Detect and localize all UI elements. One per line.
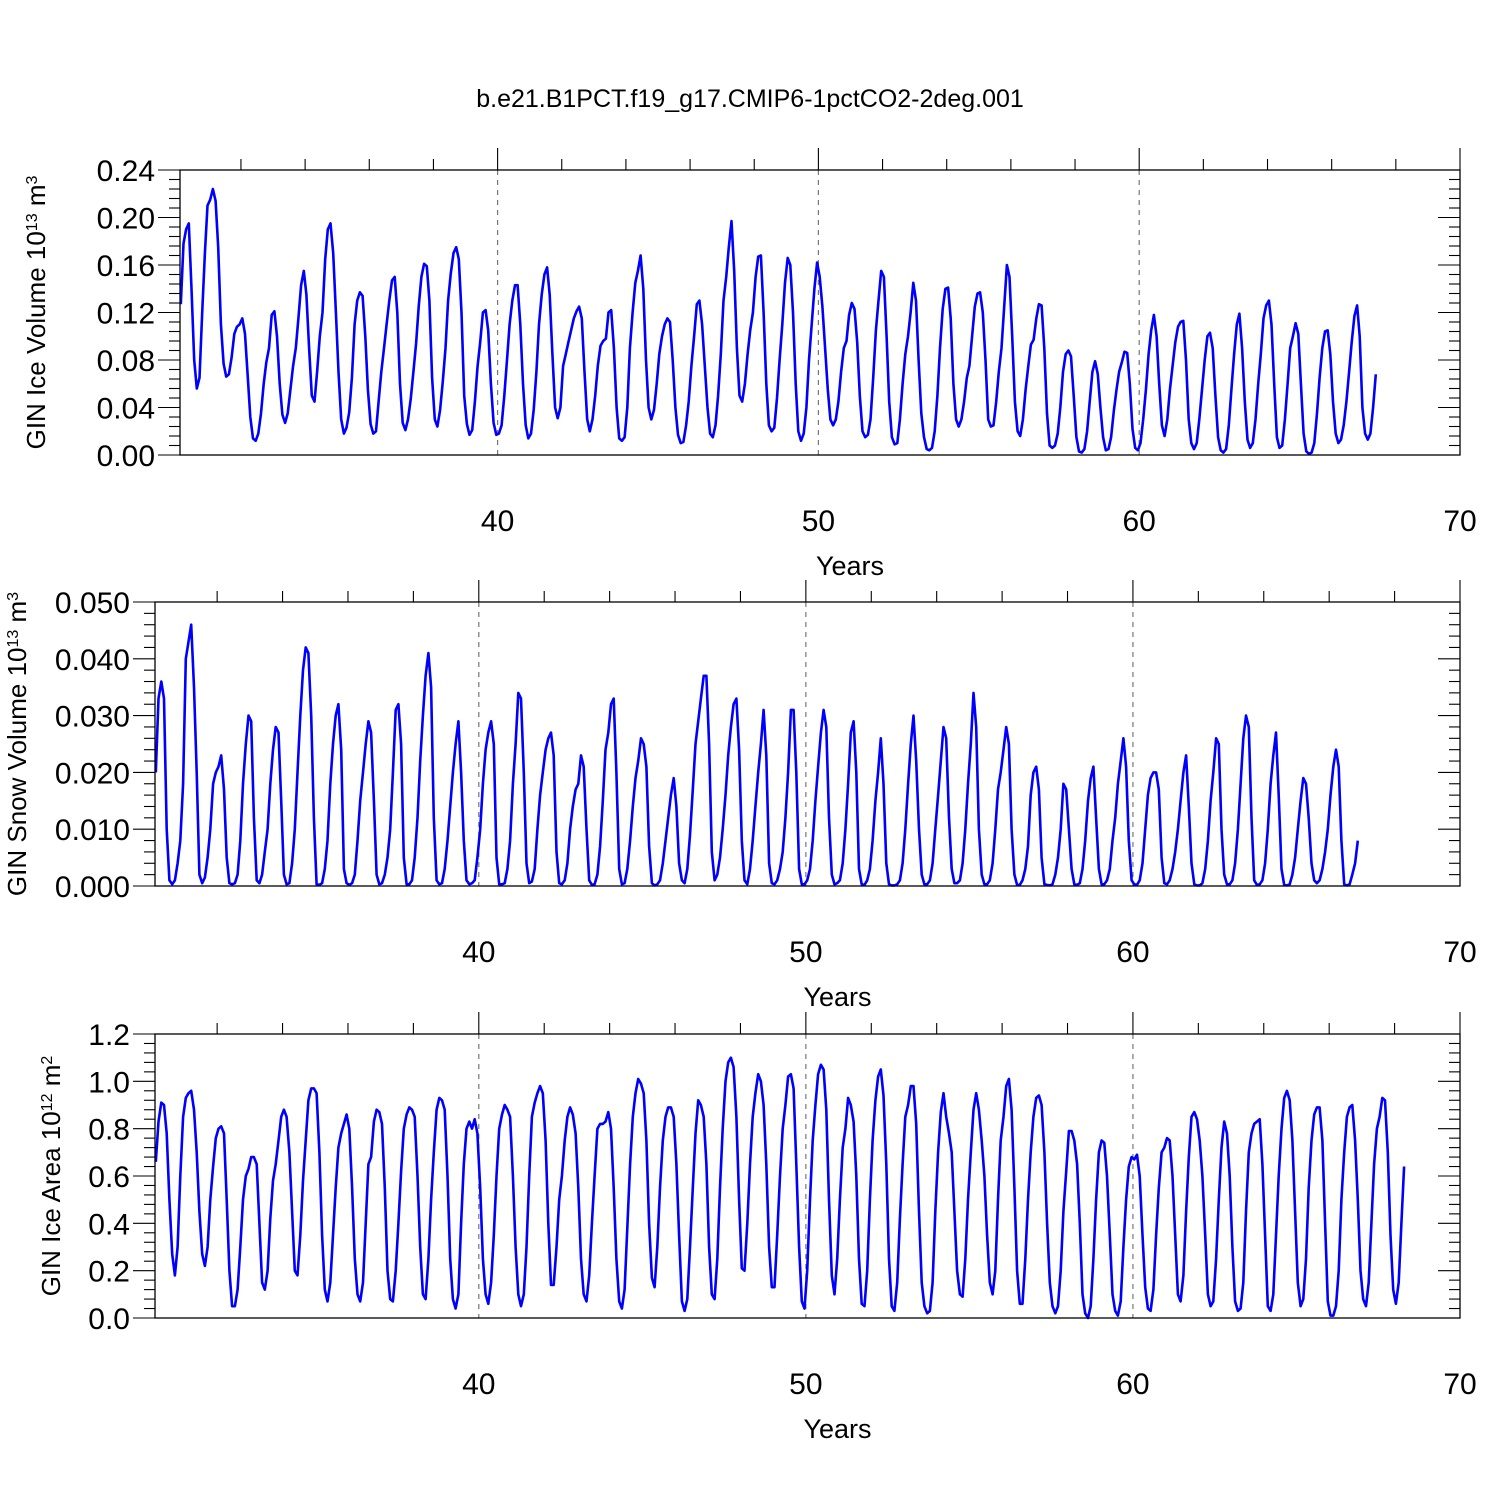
series-line [154, 1056, 1406, 1320]
y-tick-label: 0.040 [55, 644, 130, 677]
y-tick-label: 0.6 [88, 1161, 130, 1194]
y-tick-label: 0.20 [97, 203, 155, 236]
y-tick-label: 0.12 [97, 298, 155, 331]
y-tick-label: 0.08 [97, 345, 155, 378]
y-label-unit-exponent: 3 [24, 175, 41, 184]
x-tick-label: 50 [789, 1368, 822, 1401]
y-tick-label: 0.020 [55, 757, 130, 790]
y-tick-label: 1.2 [88, 1019, 130, 1052]
y-tick-label: 0.030 [55, 701, 130, 734]
x-tick-label: 60 [1116, 1368, 1149, 1401]
series-line [179, 187, 1378, 456]
panel-2: 0.000 0.010 0.020 0.030 0.040 0.050 40 50 60 70 Ye… [2, 580, 1477, 1012]
chart-title: b.e21.B1PCT.f19_g17.CMIP6-1pctCO2-2deg.0… [476, 85, 1024, 113]
x-tick-label: 40 [481, 505, 514, 538]
series-line [154, 623, 1360, 887]
x-tick-label: 60 [1123, 505, 1156, 538]
x-axis-label: Years [803, 982, 871, 1012]
y-label-exponent: 12 [39, 1093, 56, 1111]
y-tick-label: 0.16 [97, 250, 155, 283]
y-label-main: GIN Snow Volume 10 [2, 648, 32, 897]
y-tick-label: 0.0 [88, 1303, 130, 1336]
y-tick-label: 0.050 [55, 587, 130, 620]
y-label-unit: m [2, 601, 32, 630]
x-tick-label: 70 [1443, 1368, 1476, 1401]
y-label-exponent: 13 [24, 213, 41, 231]
x-axis-label: Years [816, 551, 884, 581]
y-label-unit-exponent: 2 [39, 1056, 56, 1065]
x-tick-label: 60 [1116, 936, 1149, 969]
x-tick-label: 70 [1443, 936, 1476, 969]
plot-frame [179, 169, 1461, 456]
y-tick-label: 0.010 [55, 814, 130, 847]
y-label-exponent: 13 [5, 630, 22, 648]
y-label-main: GIN Ice Volume 10 [21, 231, 51, 449]
y-tick-label: 0.24 [97, 155, 155, 188]
y-tick-label: 0.00 [97, 440, 155, 473]
y-tick-label: 1.0 [88, 1066, 130, 1099]
plot-frame [154, 601, 1461, 887]
y-label-main: GIN Ice Area 10 [36, 1111, 66, 1296]
panel-1: 0.00 0.04 0.08 0.12 0.16 0.20 0.24 40 50 60 70 Year… [21, 148, 1477, 581]
x-tick-label: 70 [1443, 505, 1476, 538]
x-tick-label: 50 [802, 505, 835, 538]
x-tick-label: 50 [789, 936, 822, 969]
y-axis-label: GIN Ice Area 1012 m2 [36, 1056, 66, 1297]
y-axis-label: GIN Ice Volume 1013 m3 [21, 175, 51, 449]
x-tick-label: 40 [462, 1368, 495, 1401]
y-label-unit: m [36, 1065, 66, 1094]
y-axis-label: GIN Snow Volume 1013 m3 [2, 592, 32, 896]
x-tick-label: 40 [462, 936, 495, 969]
y-tick-label: 0.000 [55, 871, 130, 904]
y-tick-label: 0.8 [88, 1114, 130, 1147]
panel-3: 0.0 0.2 0.4 0.6 0.8 1.0 1.2 40 50 60 70 Years GIN Ic… [36, 1012, 1477, 1444]
y-tick-label: 0.04 [97, 393, 155, 426]
y-label-unit-exponent: 3 [5, 592, 22, 601]
y-label-unit: m [21, 184, 51, 213]
x-axis-label: Years [803, 1414, 871, 1444]
y-tick-label: 0.2 [88, 1256, 130, 1289]
y-tick-label: 0.4 [88, 1208, 130, 1241]
